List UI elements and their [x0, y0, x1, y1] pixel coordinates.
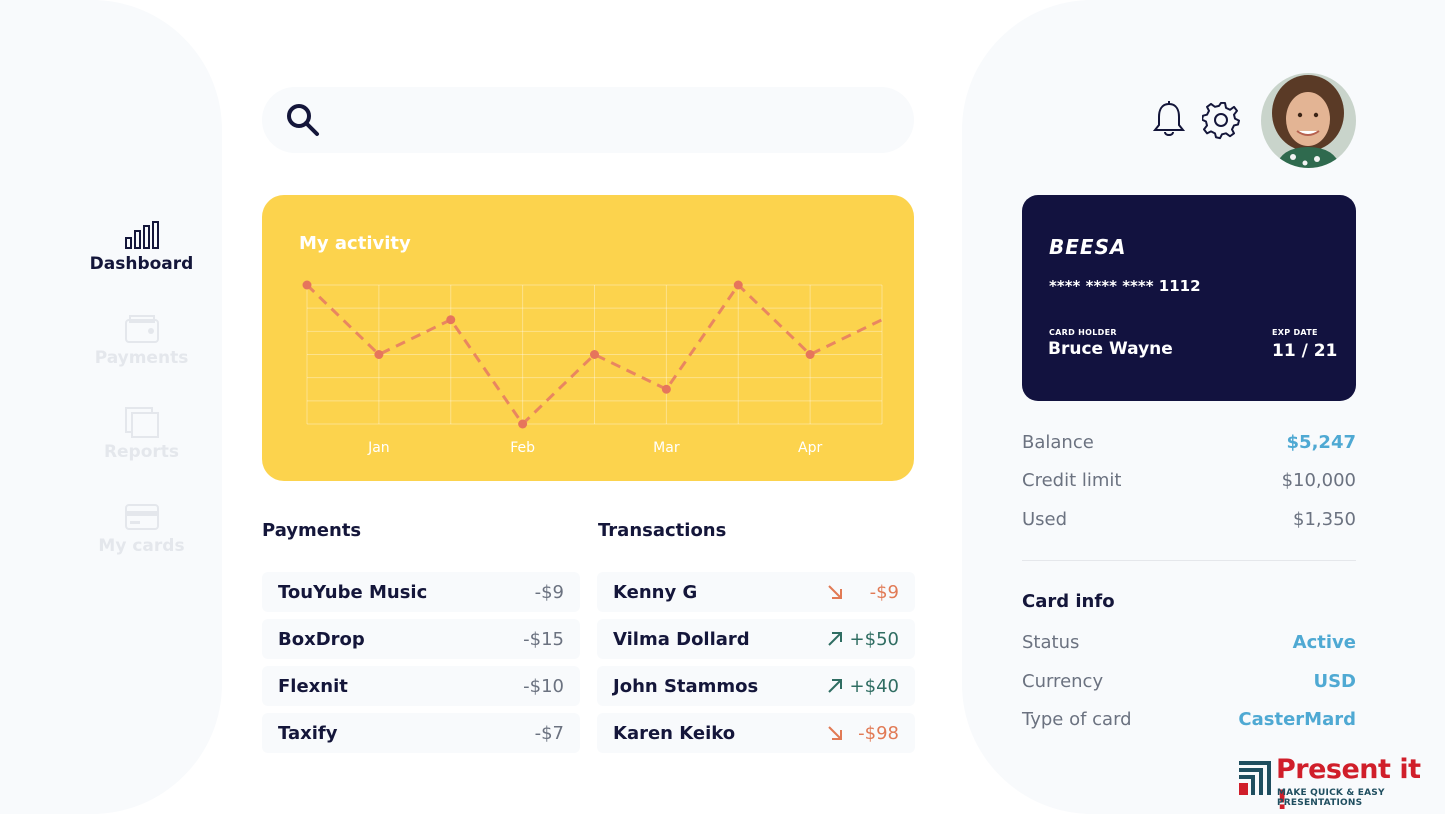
exp-date-label: EXP DATE [1272, 328, 1318, 337]
currency-row: Currency USD [1022, 671, 1356, 697]
transaction-amount: -$98 [858, 723, 899, 744]
logo-mark-icon [1239, 761, 1271, 795]
nav-dashboard[interactable]: Dashboard [0, 220, 283, 274]
logo-title: Present it ! [1276, 754, 1421, 816]
transaction-amount: +$50 [849, 629, 899, 650]
payment-amount: -$15 [523, 629, 564, 650]
card-info-title: Card info [1022, 591, 1115, 612]
payment-amount: -$7 [534, 723, 564, 744]
transaction-amount: -$9 [869, 582, 899, 603]
transaction-amount: +$40 [849, 676, 899, 697]
search-icon[interactable] [284, 101, 322, 139]
nav-my-cards[interactable]: My cards [0, 502, 283, 556]
payment-name: Taxify [278, 723, 338, 744]
currency-value: USD [1313, 671, 1356, 692]
divider [1022, 560, 1356, 561]
payment-row[interactable]: TouYube Music -$9 [262, 572, 580, 612]
payment-row[interactable]: Flexnit -$10 [262, 666, 580, 706]
card-brand-logo: BEESA [1049, 235, 1127, 259]
search-bar[interactable] [262, 87, 914, 153]
credit-limit-value: $10,000 [1281, 470, 1356, 491]
series-line [305, 282, 883, 427]
transaction-name: Karen Keiko [613, 723, 736, 744]
avatar-image [1261, 73, 1356, 168]
card-type-row: Type of card CasterMard [1022, 709, 1356, 735]
balance-value: $5,247 [1286, 432, 1356, 453]
card-holder-name: Bruce Wayne [1048, 339, 1173, 359]
arrow-up-right-icon [828, 632, 842, 646]
payment-row[interactable]: BoxDrop -$15 [262, 619, 580, 659]
currency-label: Currency [1022, 671, 1104, 692]
reports-icon [124, 407, 159, 438]
credit-card-icon [124, 504, 159, 530]
logo-subtitle: MAKE QUICK & EASY PRESENTATIONS [1277, 788, 1385, 808]
avatar[interactable] [1261, 73, 1356, 168]
transaction-row[interactable]: Kenny G -$9 [597, 572, 915, 612]
transaction-row[interactable]: John Stammos +$40 [597, 666, 915, 706]
credit-card[interactable]: BEESA **** **** **** 1112 CARD HOLDER Br… [1022, 195, 1356, 401]
nav-my-cards-label: My cards [98, 536, 185, 556]
credit-limit-row: Credit limit $10,000 [1022, 470, 1356, 496]
data-point [446, 315, 456, 325]
nav-reports[interactable]: Reports [0, 406, 283, 462]
x-tick-label: Feb [510, 440, 535, 456]
data-point [302, 280, 312, 290]
sidebar-panel [0, 0, 222, 814]
chart-title: My activity [299, 233, 411, 254]
status-row: Status Active [1022, 632, 1356, 658]
data-point [590, 350, 599, 359]
card-holder-label: CARD HOLDER [1049, 328, 1117, 337]
bell-icon[interactable] [1152, 100, 1186, 140]
payment-amount: -$10 [523, 676, 564, 697]
present-it-logo: Present it ! MAKE QUICK & EASY PRESENTAT… [1238, 754, 1438, 816]
search-input[interactable] [337, 101, 881, 141]
activity-chart: My activity Jan Feb Mar Apr [262, 195, 914, 481]
bar-chart-icon [124, 221, 159, 249]
arrow-down-right-icon [828, 726, 842, 740]
x-tick-label: Mar [653, 440, 680, 456]
transactions-title: Transactions [598, 520, 727, 541]
used-row: Used $1,350 [1022, 509, 1356, 535]
right-panel [962, 0, 1445, 814]
nav-payments[interactable]: Payments [0, 314, 283, 368]
payment-name: Flexnit [278, 676, 348, 697]
balance-label: Balance [1022, 432, 1094, 453]
nav-dashboard-label: Dashboard [89, 254, 194, 274]
data-point [805, 350, 815, 359]
exp-date-value: 11 / 21 [1272, 341, 1338, 361]
payment-amount: -$9 [534, 582, 564, 603]
transaction-name: Vilma Dollard [613, 629, 750, 650]
transaction-row[interactable]: Vilma Dollard +$50 [597, 619, 915, 659]
nav-reports-label: Reports [103, 442, 180, 462]
used-value: $1,350 [1293, 509, 1356, 530]
payment-row[interactable]: Taxify -$7 [262, 713, 580, 753]
x-tick-label: Jan [367, 440, 390, 456]
card-number: **** **** **** 1112 [1049, 277, 1201, 295]
payment-name: TouYube Music [278, 582, 428, 603]
arrow-up-right-icon [828, 679, 842, 693]
data-point [733, 280, 743, 290]
card-type-value: CasterMard [1238, 709, 1356, 730]
status-label: Status [1022, 632, 1080, 653]
transaction-name: Kenny G [613, 582, 698, 603]
arrow-down-right-icon [828, 585, 842, 599]
payments-title: Payments [262, 520, 362, 541]
credit-limit-label: Credit limit [1022, 470, 1122, 491]
transaction-row[interactable]: Karen Keiko -$98 [597, 713, 915, 753]
payment-name: BoxDrop [278, 629, 365, 650]
status-value: Active [1292, 632, 1356, 653]
gear-icon[interactable] [1202, 100, 1240, 140]
transaction-name: John Stammos [613, 676, 759, 697]
card-type-label: Type of card [1022, 709, 1132, 730]
used-label: Used [1022, 509, 1068, 530]
data-point [661, 384, 671, 394]
wallet-icon [124, 315, 159, 343]
data-point [518, 419, 528, 429]
activity-chart-svg: Jan Feb Mar Apr [302, 280, 883, 456]
balance-row: Balance $5,247 [1022, 432, 1356, 458]
nav-payments-label: Payments [94, 348, 189, 368]
data-point [374, 350, 384, 359]
x-tick-label: Apr [798, 440, 822, 456]
